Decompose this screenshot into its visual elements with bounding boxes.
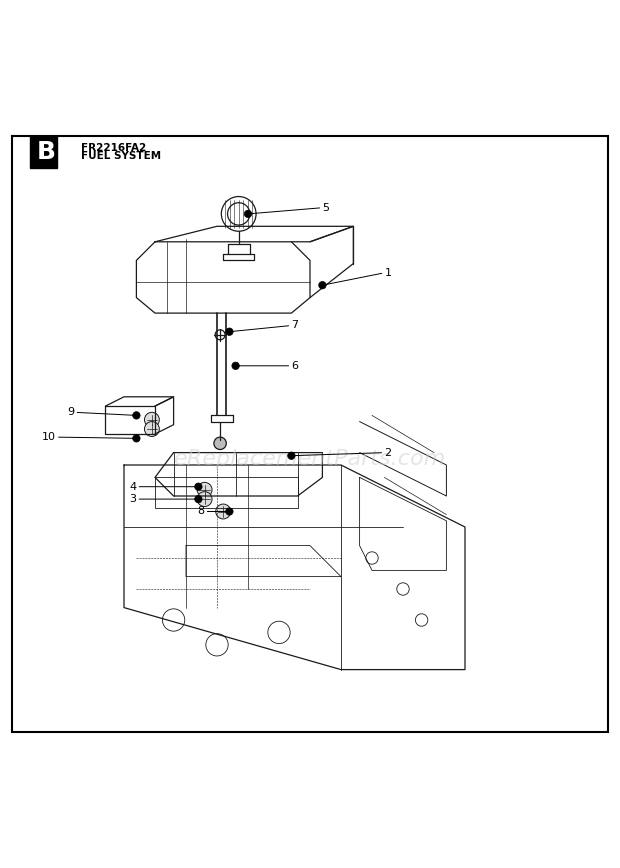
Circle shape <box>226 328 233 335</box>
Circle shape <box>232 362 239 370</box>
Text: 9: 9 <box>68 407 74 418</box>
Circle shape <box>216 504 231 519</box>
Text: 2: 2 <box>384 448 391 457</box>
Text: 6: 6 <box>291 361 298 371</box>
Text: eReplacementParts.com: eReplacementParts.com <box>174 449 446 469</box>
Circle shape <box>319 281 326 289</box>
Text: 7: 7 <box>291 320 298 331</box>
Circle shape <box>197 491 212 507</box>
Circle shape <box>197 483 212 497</box>
Circle shape <box>214 437 226 450</box>
Text: B: B <box>37 140 56 164</box>
Circle shape <box>144 412 159 427</box>
Text: B: B <box>34 140 53 164</box>
Circle shape <box>133 435 140 442</box>
Circle shape <box>226 508 233 516</box>
Circle shape <box>133 411 140 419</box>
Text: 8: 8 <box>198 507 205 516</box>
Circle shape <box>288 452 295 459</box>
Circle shape <box>195 496 202 503</box>
Text: FUEL SYSTEM: FUEL SYSTEM <box>81 151 161 161</box>
Text: 10: 10 <box>42 432 56 442</box>
Text: 3: 3 <box>130 494 136 504</box>
Text: 1: 1 <box>384 268 391 278</box>
Circle shape <box>244 210 252 218</box>
Text: 4: 4 <box>130 482 136 491</box>
Text: 5: 5 <box>322 203 329 213</box>
Circle shape <box>144 422 159 437</box>
Text: FR2216FA2: FR2216FA2 <box>81 142 146 153</box>
Circle shape <box>195 483 202 490</box>
